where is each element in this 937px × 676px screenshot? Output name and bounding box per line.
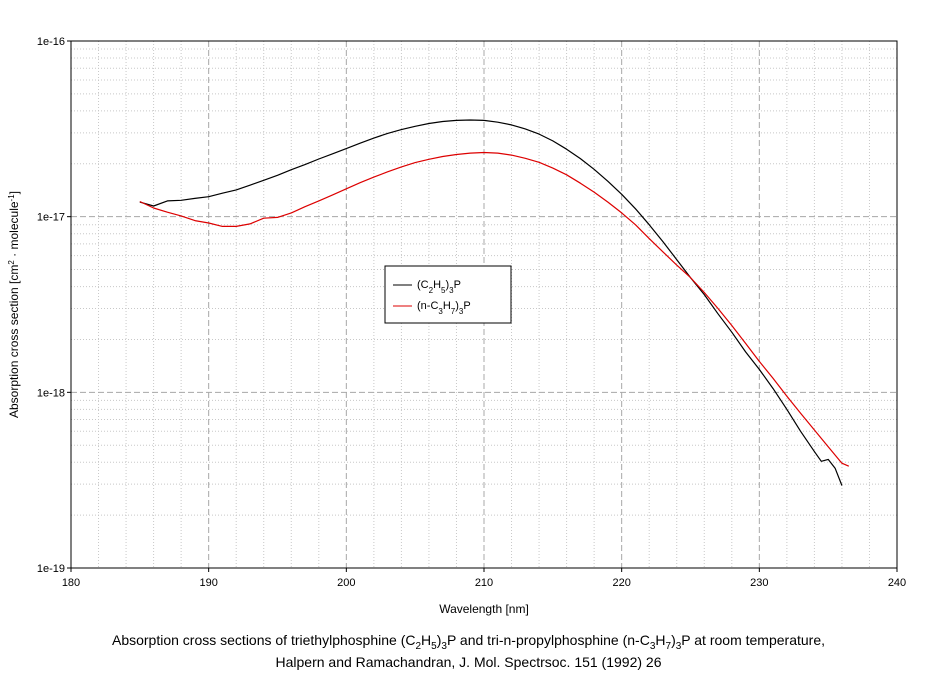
series-layer xyxy=(139,119,850,486)
x-axis-ticks: 180 190 200 210 220 230 240 xyxy=(62,568,906,589)
x-tick-label: 210 xyxy=(475,577,493,589)
x-tick-label: 240 xyxy=(888,577,906,589)
minor-grid xyxy=(71,41,897,568)
legend: (C2H5)3P (n-C3H7)3P xyxy=(384,265,512,324)
legend-box xyxy=(384,265,512,324)
x-tick-label: 180 xyxy=(62,577,80,589)
y-tick-label: 1e-17 xyxy=(37,212,65,224)
legend-label-series-1: (C2H5)3P xyxy=(417,279,461,295)
x-tick-label: 220 xyxy=(612,577,630,589)
x-tick-label: 190 xyxy=(199,577,217,589)
series-line-2 xyxy=(139,151,850,467)
x-tick-label: 230 xyxy=(750,577,768,589)
chart: 180 190 200 210 220 230 240 1e-191e-181e-171e-… xyxy=(7,36,907,616)
x-axis-title: Wavelength [nm] xyxy=(439,602,529,616)
y-axis-title: Absorption cross section [cm2 · molecule… xyxy=(7,191,22,418)
figure-caption-line-2: Halpern and Ramachandran, J. Mol. Spectr… xyxy=(275,654,662,670)
y-axis-ticks: 1e-19 1e-18 1e-17 1e-16 xyxy=(37,36,71,575)
y-tick-label: 1e-18 xyxy=(37,387,65,399)
x-tick-label: 200 xyxy=(337,577,355,589)
y-tick-label: 1e-19 xyxy=(37,563,65,575)
series-line-1 xyxy=(139,119,843,486)
legend-label-series-2: (n-C3H7)3P xyxy=(417,300,471,316)
y-tick-label: 1e-16 xyxy=(37,36,65,48)
figure-caption-line-1: Absorption cross sections of triethylpho… xyxy=(111,632,825,652)
